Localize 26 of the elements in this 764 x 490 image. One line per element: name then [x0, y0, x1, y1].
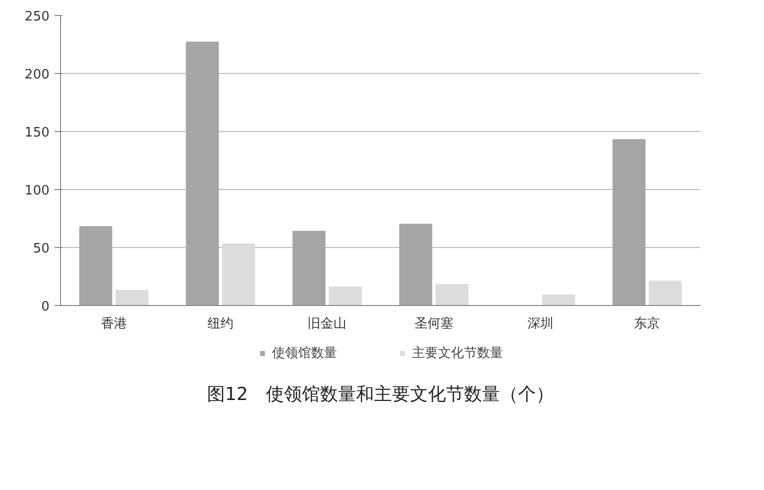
- legend-label: 主要文化节数量: [412, 345, 503, 362]
- bar: [612, 139, 646, 306]
- bar: [292, 230, 326, 306]
- y-tick-label: 250: [24, 10, 50, 24]
- x-tick-label: 香港: [100, 316, 127, 332]
- y-tick-label: 50: [32, 242, 50, 256]
- y-tick-label: 200: [24, 68, 50, 82]
- bar: [648, 280, 682, 306]
- legend-label: 使领馆数量: [272, 345, 337, 362]
- y-tick-label: 100: [24, 184, 50, 198]
- x-tick-label: 东京: [634, 316, 660, 332]
- bar: [222, 244, 256, 306]
- x-tick-label: 旧金山: [308, 316, 347, 332]
- bar: [542, 294, 576, 306]
- bar: [435, 284, 468, 306]
- bar: [79, 226, 112, 306]
- y-tick-label: 0: [41, 300, 50, 314]
- bar: [399, 224, 432, 306]
- bar: [186, 42, 219, 306]
- bar: [328, 286, 362, 306]
- x-tick-label: 纽约: [208, 316, 234, 332]
- y-tick-label: 150: [24, 126, 50, 140]
- text: 图12 使领馆数量和主要文化节数量（个）: [207, 384, 554, 405]
- bar: [115, 290, 148, 306]
- x-tick-label: 深圳: [528, 316, 554, 332]
- x-tick-label: 圣何塞: [414, 316, 454, 332]
